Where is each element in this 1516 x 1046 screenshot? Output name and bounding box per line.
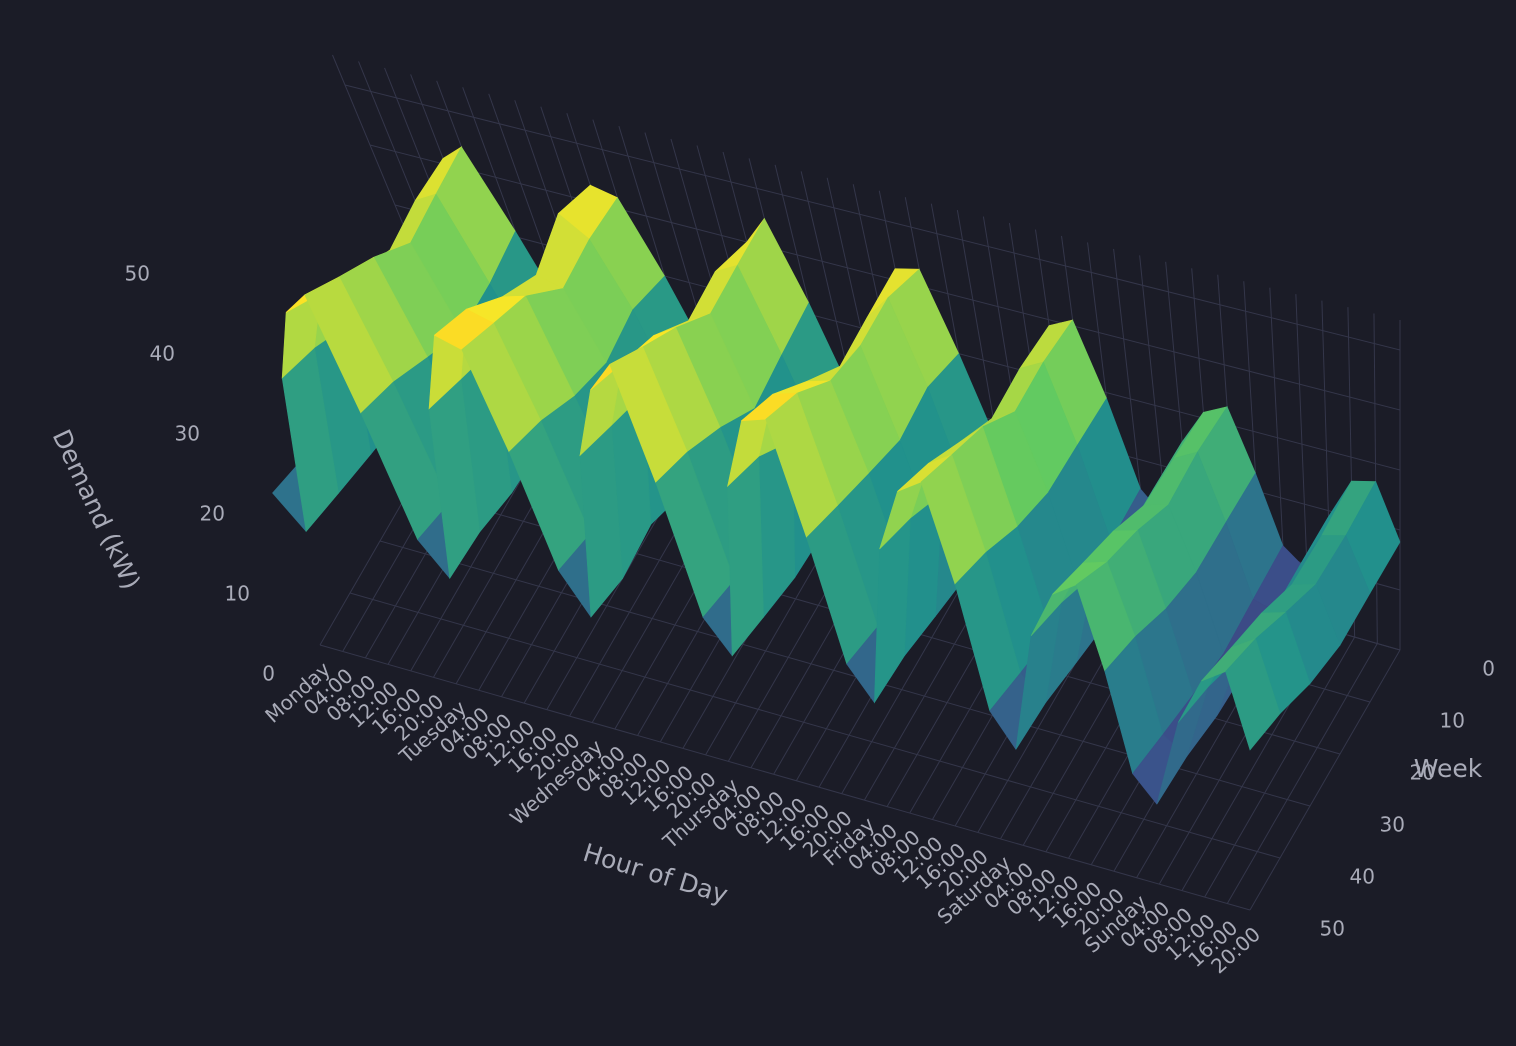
z-tick-label: 30 <box>175 422 200 446</box>
grid-line <box>319 644 1251 911</box>
y-tick-label: 0 <box>1482 657 1495 681</box>
surface-patch <box>1225 638 1281 751</box>
grid-line <box>1204 636 1356 898</box>
y-tick-label: 30 <box>1380 813 1405 837</box>
z-tick-label: 0 <box>262 662 275 686</box>
z-tick-label: 10 <box>225 582 250 606</box>
grid-line <box>344 84 1401 351</box>
grid-line <box>1226 643 1378 904</box>
y-tick-label: 20 <box>1410 761 1435 785</box>
grid-line <box>349 592 1281 859</box>
grid-line <box>369 144 1401 411</box>
y-tick-label: 40 <box>1350 865 1375 889</box>
z-tick-label: 40 <box>150 342 175 366</box>
z-tick-label: 50 <box>125 262 150 286</box>
grid-line <box>1249 649 1401 911</box>
y-axis-title: Week <box>1414 754 1483 783</box>
y-tick-label: 10 <box>1440 709 1465 733</box>
grid-line <box>1373 313 1378 644</box>
z-tick-label: 20 <box>200 502 225 526</box>
y-tick-label: 50 <box>1320 917 1345 941</box>
